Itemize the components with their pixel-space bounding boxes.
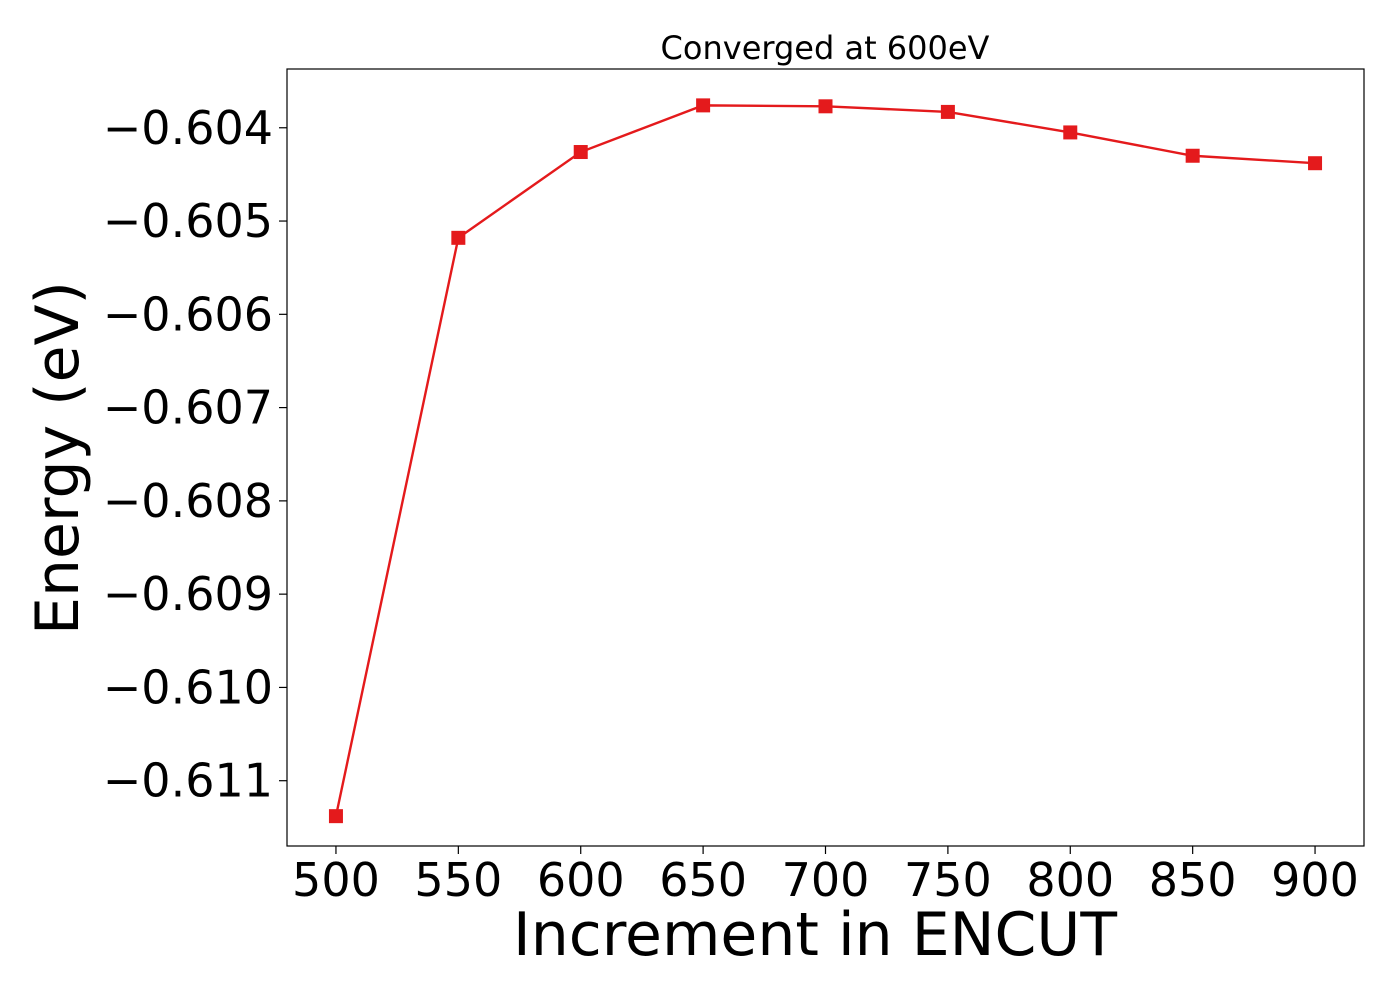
plot-area: 500 550 600 650 700 750 800 850 900 −0.611 −0.610… xyxy=(103,68,1365,907)
data-point-marker xyxy=(696,98,711,113)
y-tick-label: −0.604 xyxy=(103,101,273,155)
series-layer xyxy=(328,98,1323,824)
data-point-marker xyxy=(328,809,343,824)
x-tick-label: 700 xyxy=(782,853,870,907)
data-point-marker xyxy=(451,230,466,245)
plot-frame xyxy=(286,68,1365,847)
y-tick-label: −0.608 xyxy=(103,474,273,528)
data-point-marker xyxy=(573,145,588,160)
data-point-marker xyxy=(1063,125,1078,140)
y-tick-label: −0.607 xyxy=(103,381,273,435)
x-tick-label: 500 xyxy=(292,853,380,907)
x-tick-label: 600 xyxy=(537,853,625,907)
x-tick-label: 650 xyxy=(659,853,747,907)
data-point-marker xyxy=(1308,156,1323,171)
y-axis-label: Energy (eV) xyxy=(23,281,93,635)
data-point-marker xyxy=(818,99,833,114)
data-point-marker xyxy=(940,104,955,119)
x-axis-label: Increment in ENCUT xyxy=(513,900,1117,970)
x-tick-label: 550 xyxy=(414,853,502,907)
x-axis-ticks: 500 550 600 650 700 750 800 850 900 xyxy=(292,846,1359,907)
x-tick-label: 750 xyxy=(904,853,992,907)
y-axis-ticks: −0.611 −0.610 −0.609 −0.608 −0.607 −0.606 −0.6… xyxy=(103,101,287,808)
y-tick-label: −0.610 xyxy=(103,660,273,714)
x-tick-label: 900 xyxy=(1271,853,1359,907)
y-tick-label: −0.606 xyxy=(103,287,273,341)
data-point-marker xyxy=(1185,148,1200,163)
y-tick-label: −0.605 xyxy=(103,194,273,248)
y-tick-label: −0.611 xyxy=(103,754,273,808)
x-tick-label: 800 xyxy=(1026,853,1114,907)
y-tick-label: −0.609 xyxy=(103,567,273,621)
chart-title: Converged at 600eV xyxy=(661,29,990,67)
x-tick-label: 850 xyxy=(1149,853,1237,907)
